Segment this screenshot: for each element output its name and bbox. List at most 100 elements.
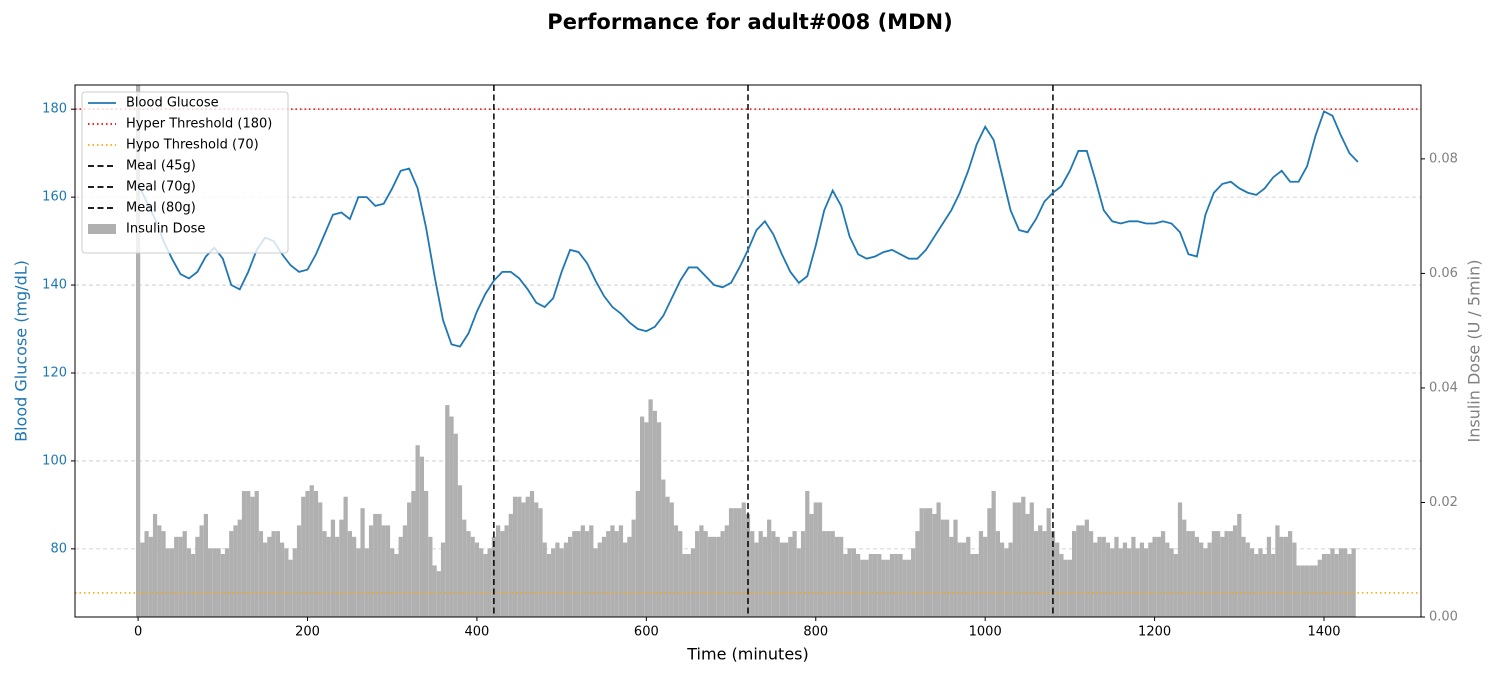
bar bbox=[711, 536, 717, 617]
bar bbox=[169, 548, 175, 617]
bar bbox=[911, 548, 916, 617]
bar bbox=[559, 548, 564, 617]
bar bbox=[1016, 502, 1022, 617]
y-tick-label: 140 bbox=[42, 278, 67, 293]
bar bbox=[788, 536, 793, 617]
bar bbox=[1033, 531, 1039, 617]
bar bbox=[186, 548, 192, 617]
x-tick-label: 0 bbox=[134, 625, 142, 640]
bar bbox=[631, 519, 636, 617]
bar bbox=[436, 571, 441, 617]
bar bbox=[495, 525, 501, 617]
bar bbox=[474, 542, 480, 617]
bar bbox=[229, 531, 234, 617]
bar bbox=[1110, 548, 1115, 617]
bar bbox=[199, 525, 204, 617]
bar bbox=[762, 536, 768, 617]
bar bbox=[373, 513, 378, 617]
bar bbox=[398, 536, 403, 617]
bar bbox=[669, 502, 674, 617]
bar bbox=[1144, 548, 1149, 617]
bar bbox=[826, 531, 831, 617]
bar bbox=[1038, 525, 1043, 617]
bar bbox=[296, 525, 302, 617]
x-tick-label: 1400 bbox=[1307, 625, 1340, 640]
bar bbox=[246, 491, 251, 617]
bar bbox=[1063, 559, 1068, 617]
bar bbox=[966, 536, 971, 617]
bar bbox=[584, 531, 590, 617]
bar bbox=[394, 554, 399, 617]
bar bbox=[233, 525, 238, 617]
bar bbox=[135, 85, 141, 617]
bar bbox=[1338, 548, 1344, 617]
bar bbox=[517, 496, 522, 617]
bar bbox=[152, 513, 158, 617]
bar bbox=[1042, 531, 1047, 617]
bar bbox=[529, 491, 535, 617]
bar bbox=[491, 536, 496, 617]
bar bbox=[339, 519, 344, 617]
bar bbox=[271, 531, 276, 617]
bar bbox=[195, 536, 200, 617]
bar bbox=[224, 548, 230, 617]
y-tick-label: 120 bbox=[42, 365, 67, 380]
bar bbox=[284, 548, 289, 617]
y2-axis-label: Insulin Dose (U / 5min) bbox=[1465, 260, 1484, 443]
bar bbox=[1343, 548, 1348, 617]
bar bbox=[165, 548, 170, 617]
bar bbox=[953, 519, 958, 617]
bar bbox=[1254, 554, 1259, 617]
y-tick-label: 100 bbox=[42, 453, 67, 468]
bar bbox=[203, 513, 208, 617]
bar bbox=[1114, 536, 1119, 617]
bar bbox=[1067, 559, 1073, 617]
bar bbox=[792, 531, 797, 617]
bar bbox=[915, 531, 920, 617]
bar bbox=[851, 548, 857, 617]
y2-tick-label: 0.04 bbox=[1429, 380, 1458, 395]
bar bbox=[652, 410, 657, 617]
bar bbox=[771, 531, 776, 617]
bar bbox=[402, 525, 408, 617]
bar bbox=[610, 525, 615, 617]
bar bbox=[737, 508, 742, 617]
bar bbox=[635, 491, 640, 617]
bar bbox=[377, 513, 382, 617]
bar bbox=[1097, 536, 1102, 617]
bar bbox=[1241, 536, 1246, 617]
plot-area bbox=[75, 85, 1421, 617]
bar bbox=[716, 536, 721, 617]
bar bbox=[695, 531, 700, 617]
bar bbox=[970, 554, 975, 617]
bar bbox=[724, 525, 729, 617]
bar bbox=[1182, 519, 1187, 617]
y2-tick-label: 0.06 bbox=[1429, 266, 1458, 281]
bar bbox=[779, 542, 785, 617]
bar bbox=[860, 559, 865, 617]
bar bbox=[1220, 536, 1225, 617]
bar bbox=[335, 536, 340, 617]
bar bbox=[1160, 531, 1166, 617]
bar bbox=[1148, 542, 1153, 617]
bar bbox=[419, 456, 424, 617]
y-tick-label: 80 bbox=[50, 541, 67, 556]
bar bbox=[1283, 536, 1289, 617]
bar bbox=[313, 491, 319, 617]
bar bbox=[856, 554, 861, 617]
bar bbox=[1105, 542, 1111, 617]
bar bbox=[728, 508, 734, 617]
bar bbox=[944, 519, 950, 617]
x-axis-label: Time (minutes) bbox=[686, 645, 809, 664]
bar bbox=[949, 536, 954, 617]
bar bbox=[1072, 531, 1077, 617]
bar bbox=[555, 542, 560, 617]
bar bbox=[212, 548, 217, 617]
bar bbox=[750, 531, 755, 617]
bar bbox=[800, 531, 806, 617]
bar bbox=[144, 531, 149, 617]
bar bbox=[504, 525, 509, 617]
bar bbox=[775, 536, 780, 617]
bar bbox=[1080, 525, 1085, 617]
bar bbox=[305, 491, 310, 617]
